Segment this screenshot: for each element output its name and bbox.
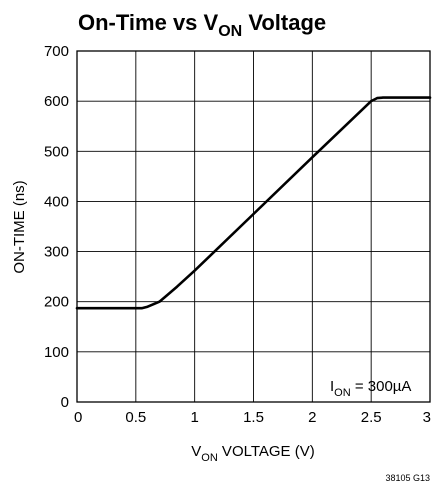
y-tick-label: 0 bbox=[61, 394, 69, 411]
y-tick-label: 200 bbox=[44, 294, 69, 311]
y-tick-label: 300 bbox=[44, 244, 69, 261]
x-tick-label: 1.5 bbox=[243, 409, 264, 426]
grid-lines bbox=[77, 51, 430, 402]
x-tick-label: 2.5 bbox=[361, 409, 382, 426]
plot-frame bbox=[76, 50, 431, 403]
x-tick-label: 0 bbox=[74, 409, 82, 426]
x-axis-ticks: 0 0.5 1 1.5 2 2.5 3 bbox=[74, 409, 431, 426]
y-tick-label: 500 bbox=[44, 143, 69, 160]
x-axis-label: VON VOLTAGE (V) bbox=[191, 443, 314, 464]
y-tick-label: 700 bbox=[44, 43, 69, 60]
y-tick-label: 400 bbox=[44, 193, 69, 210]
y-tick-label: 100 bbox=[44, 344, 69, 361]
series-layer bbox=[75, 96, 432, 310]
chart-title: On-Time vs VON Voltage bbox=[78, 10, 326, 40]
series-line bbox=[75, 96, 432, 310]
x-tick-label: 3 bbox=[423, 409, 431, 426]
y-axis-label: ON-TIME (ns) bbox=[11, 180, 28, 273]
condition-annotation: ION = 300µA bbox=[330, 378, 411, 399]
x-tick-label: 0.5 bbox=[125, 409, 146, 426]
y-axis-ticks: 0 100 200 300 400 500 600 700 bbox=[44, 43, 69, 411]
figure-id: 38105 G13 bbox=[385, 473, 430, 483]
y-tick-label: 600 bbox=[44, 93, 69, 110]
x-tick-label: 2 bbox=[308, 409, 316, 426]
x-tick-label: 1 bbox=[190, 409, 198, 426]
